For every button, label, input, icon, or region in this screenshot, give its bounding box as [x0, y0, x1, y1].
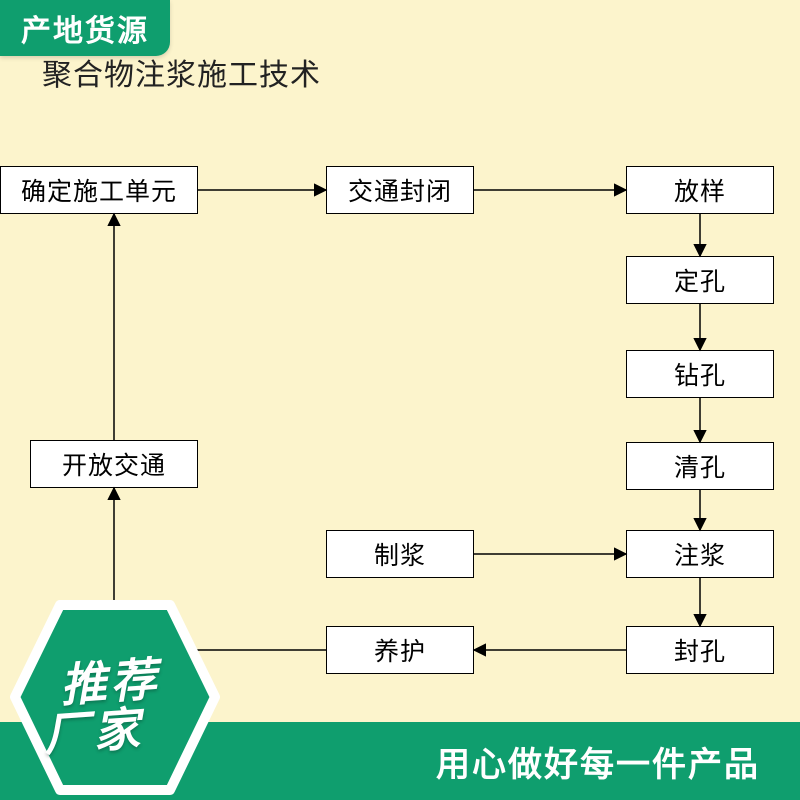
- badge-origin-supply: 产地货源: [0, 0, 170, 56]
- footer-slogan-bar: 用心做好每一件产品: [0, 722, 800, 800]
- edge-yanghu-to-open: [114, 488, 326, 650]
- flowchart-canvas: 聚合物注浆施工技术 确定施工单元交通封闭放样定孔钻孔清孔制浆注浆封孔养护开放交通: [0, 0, 800, 800]
- footer-slogan-text: 用心做好每一件产品: [436, 737, 760, 786]
- flowchart-arrows: [0, 0, 800, 800]
